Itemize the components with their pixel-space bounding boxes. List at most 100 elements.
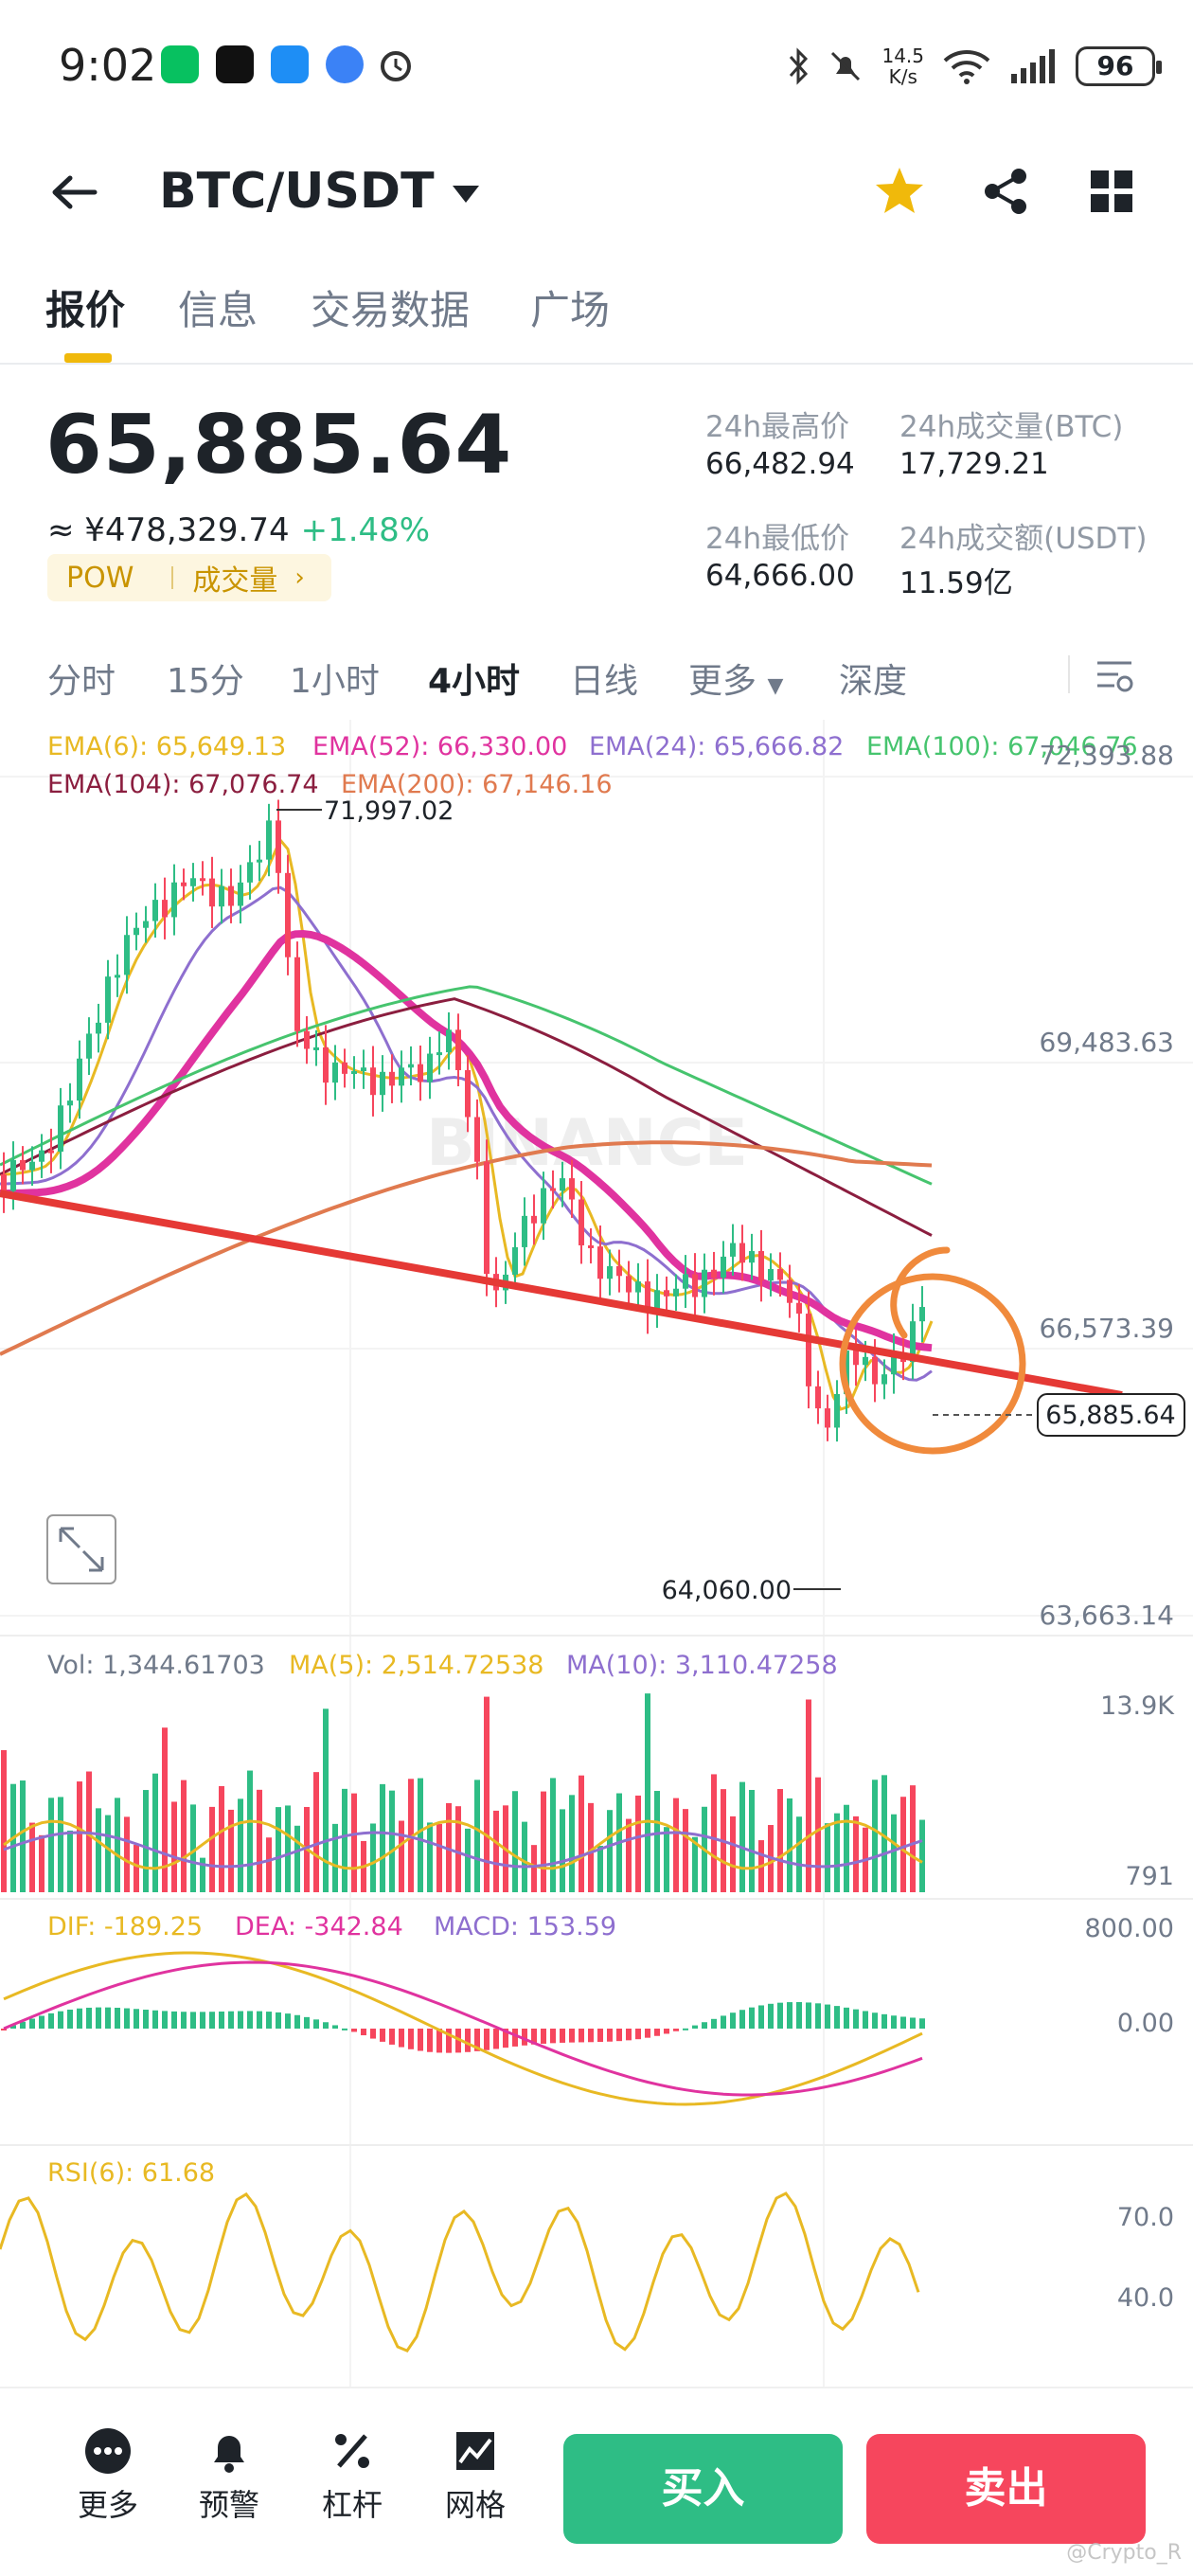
- macd-histogram-bar: [531, 2029, 537, 2045]
- back-arrow-icon[interactable]: [47, 169, 104, 216]
- sell-button[interactable]: 卖出: [866, 2434, 1146, 2544]
- tf-depth[interactable]: 深度: [839, 662, 908, 701]
- grid-menu-icon[interactable]: [1089, 169, 1134, 214]
- pow-tag[interactable]: POW 成交量 ›: [47, 554, 331, 601]
- volume-bar: [455, 1806, 461, 1892]
- ema104-label: EMA(104): 67,076.74: [47, 770, 319, 799]
- percent-icon: [335, 2434, 369, 2468]
- volume-bar: [29, 1822, 35, 1892]
- macd-histogram-bar: [730, 2012, 736, 2029]
- candle-body: [749, 1251, 755, 1263]
- tab-info[interactable]: 信息: [178, 287, 258, 333]
- tf-daily[interactable]: 日线: [570, 662, 639, 701]
- macd-histogram-bar: [654, 2029, 660, 2036]
- volume-bar: [484, 1696, 490, 1892]
- chart-grid: [0, 720, 1193, 2387]
- candle-body: [531, 1215, 537, 1224]
- candle-body: [181, 882, 187, 886]
- price-axis-label: 69,483.63: [1039, 1027, 1174, 1058]
- caret-down-icon[interactable]: [449, 182, 483, 206]
- volume-bar: [39, 1834, 45, 1892]
- buy-button[interactable]: 买入: [563, 2434, 843, 2544]
- leverage-button[interactable]: 杠杆: [305, 2426, 400, 2525]
- candle-body: [143, 921, 149, 928]
- macd-histogram-bar: [579, 2029, 584, 2043]
- tf-more-label: 更多: [688, 662, 757, 701]
- tab-trading-data[interactable]: 交易数据: [311, 287, 471, 333]
- candle-body: [427, 1053, 433, 1082]
- volume-bar: [834, 1813, 840, 1892]
- candle-body: [304, 1030, 310, 1049]
- candle-body: [834, 1393, 840, 1428]
- tf-4h[interactable]: 4小时: [428, 662, 521, 701]
- fullscreen-button[interactable]: [46, 1514, 116, 1584]
- kline-chart[interactable]: BINANCE EMA(6): 65,649.13 EMA(52): 66,33…: [0, 720, 1193, 2387]
- candle-body: [673, 1288, 679, 1297]
- ema200-line: [0, 1140, 933, 1356]
- pair-title[interactable]: BTC/USDT: [159, 163, 435, 220]
- candle-body: [664, 1290, 669, 1297]
- macd-histogram-bar: [313, 2019, 319, 2029]
- grid-bot-icon: [456, 2432, 494, 2470]
- macd-histogram-bar: [891, 2015, 897, 2029]
- candle-body: [219, 886, 224, 907]
- candle-body: [560, 1178, 565, 1191]
- chart-settings-icon[interactable]: [1094, 655, 1135, 697]
- macd-histogram-bar: [768, 2003, 774, 2029]
- candle-body: [815, 1386, 821, 1409]
- macd-histogram-bar: [228, 2011, 234, 2029]
- grid-trading-button[interactable]: 网格: [428, 2426, 523, 2525]
- tf-time-share[interactable]: 分时: [47, 662, 116, 701]
- volume-bar: [266, 1837, 272, 1892]
- macd-panel: [1, 1951, 925, 2106]
- candle-body: [10, 1159, 16, 1191]
- candle-body: [654, 1290, 660, 1312]
- macd-histogram-bar: [294, 2014, 300, 2029]
- volume-bar: [58, 1797, 63, 1892]
- candle-body: [285, 872, 291, 957]
- volume-bar: [342, 1788, 347, 1892]
- nav-bar: BTC/USDT: [0, 152, 1193, 237]
- candle-body: [645, 1281, 650, 1312]
- macd-histogram-bar: [304, 2016, 310, 2029]
- volume-bar: [664, 1827, 669, 1892]
- volume-bar: [77, 1781, 82, 1892]
- favorite-star-icon[interactable]: [871, 163, 928, 220]
- tf-15m[interactable]: 15分: [167, 662, 244, 701]
- more-button[interactable]: 更多: [61, 2426, 155, 2525]
- macd-histogram-bar: [39, 2015, 45, 2029]
- tf-more[interactable]: 更多 ▼: [688, 653, 783, 703]
- macd-histogram-bar: [48, 2012, 54, 2029]
- macd-histogram-bar: [399, 2029, 404, 2048]
- volume-bar: [436, 1823, 442, 1892]
- tab-quote[interactable]: 报价: [45, 287, 126, 333]
- volume-bar: [891, 1814, 897, 1892]
- candle-body: [844, 1351, 849, 1394]
- candle-body: [96, 1022, 101, 1034]
- volume-bar: [190, 1804, 196, 1892]
- macd-histogram-bar: [152, 2010, 158, 2029]
- tf-1h[interactable]: 1小时: [290, 662, 380, 701]
- macd-histogram-bar: [607, 2029, 613, 2042]
- macd-histogram-bar: [247, 2011, 253, 2029]
- candle-body: [171, 882, 177, 918]
- volume-bar: [389, 1790, 395, 1892]
- volume-bar: [323, 1708, 329, 1892]
- macd-histogram-bar: [749, 2007, 755, 2029]
- macd-histogram-bar: [692, 2025, 698, 2029]
- volume-bar: [541, 1791, 546, 1892]
- tab-square[interactable]: 广场: [530, 287, 611, 333]
- alert-button[interactable]: 预警: [182, 2426, 276, 2525]
- macd-histogram-bar: [238, 2011, 243, 2029]
- macd-histogram-bar: [474, 2029, 480, 2051]
- share-icon[interactable]: [979, 165, 1032, 218]
- vol-btc-value: 17,729.21: [899, 447, 1049, 481]
- volume-bar: [645, 1693, 650, 1892]
- candle-body: [881, 1374, 887, 1385]
- candle-body: [313, 1046, 319, 1050]
- ema100-label: EMA(100): 67,046.76: [866, 732, 1138, 761]
- candle-body: [190, 878, 196, 886]
- caret-down-icon: ▼: [767, 674, 784, 698]
- candle-body: [20, 1159, 26, 1171]
- volume-bar: [162, 1727, 168, 1892]
